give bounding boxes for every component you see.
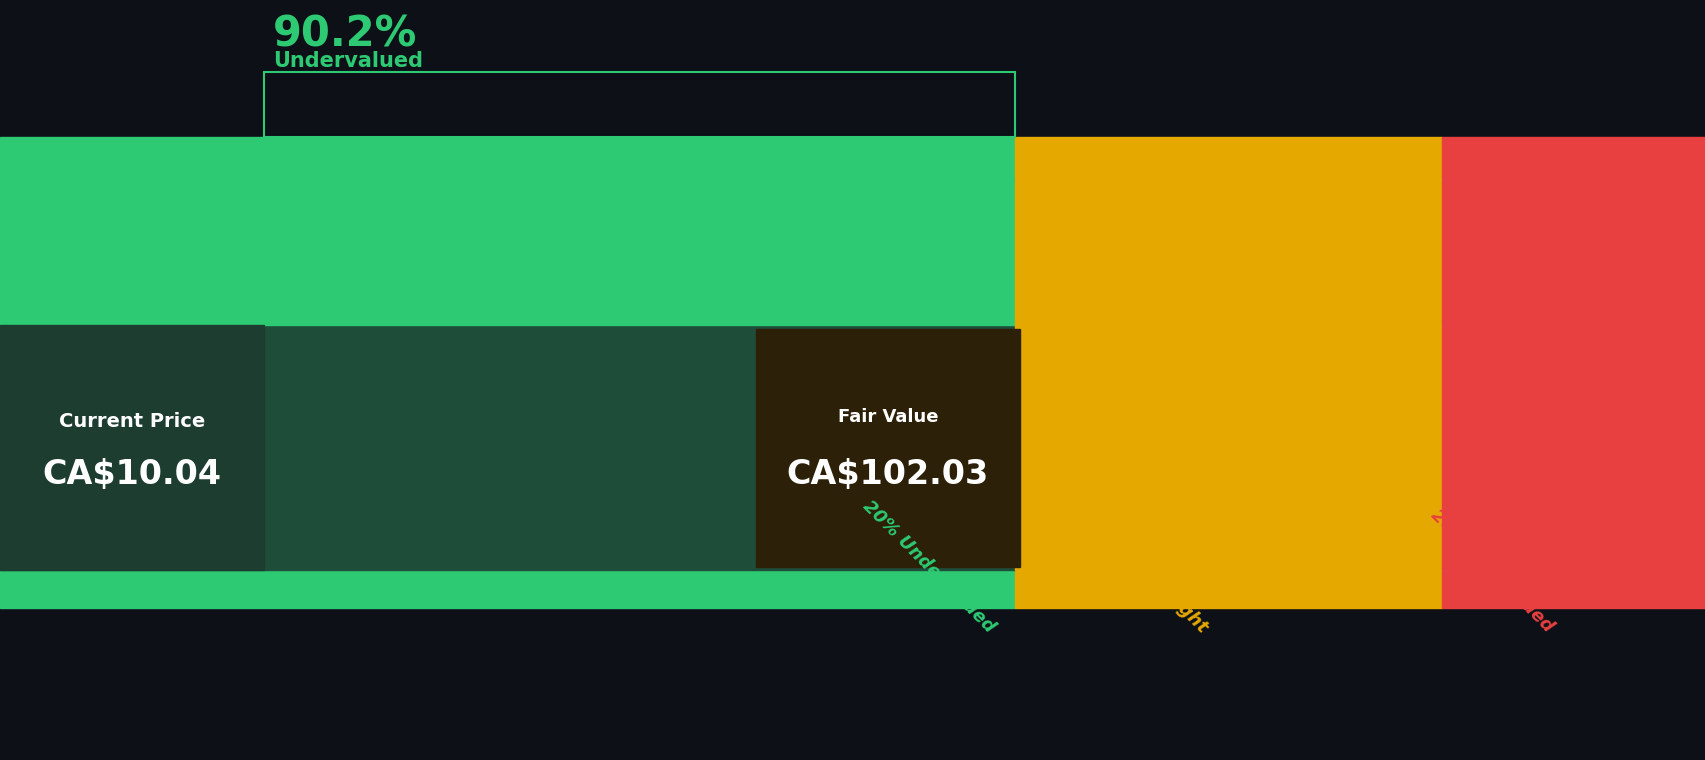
Bar xyxy=(1014,179,1441,325)
Text: About Right: About Right xyxy=(1112,537,1211,636)
Bar xyxy=(1441,570,1705,608)
Bar xyxy=(1441,325,1705,570)
Bar xyxy=(1014,137,1441,179)
Bar xyxy=(0,325,264,570)
Text: Fair Value: Fair Value xyxy=(837,408,938,426)
Bar xyxy=(264,72,1014,137)
Bar xyxy=(0,570,1014,608)
Text: 20% Undervalued: 20% Undervalued xyxy=(858,497,997,636)
Bar xyxy=(1014,325,1441,570)
Bar xyxy=(0,179,1014,325)
Text: CA$102.03: CA$102.03 xyxy=(786,458,989,491)
Bar xyxy=(1441,137,1705,179)
Text: 90.2%: 90.2% xyxy=(273,13,418,55)
Text: CA$10.04: CA$10.04 xyxy=(43,458,222,491)
Text: Current Price: Current Price xyxy=(60,412,205,431)
Bar xyxy=(1014,570,1441,608)
Bar xyxy=(0,137,1014,179)
Bar xyxy=(1441,179,1705,325)
Text: 20% Overvalued: 20% Overvalued xyxy=(1425,506,1555,636)
Text: Undervalued: Undervalued xyxy=(273,51,423,71)
Bar xyxy=(0,325,1014,570)
Bar xyxy=(755,329,1020,566)
